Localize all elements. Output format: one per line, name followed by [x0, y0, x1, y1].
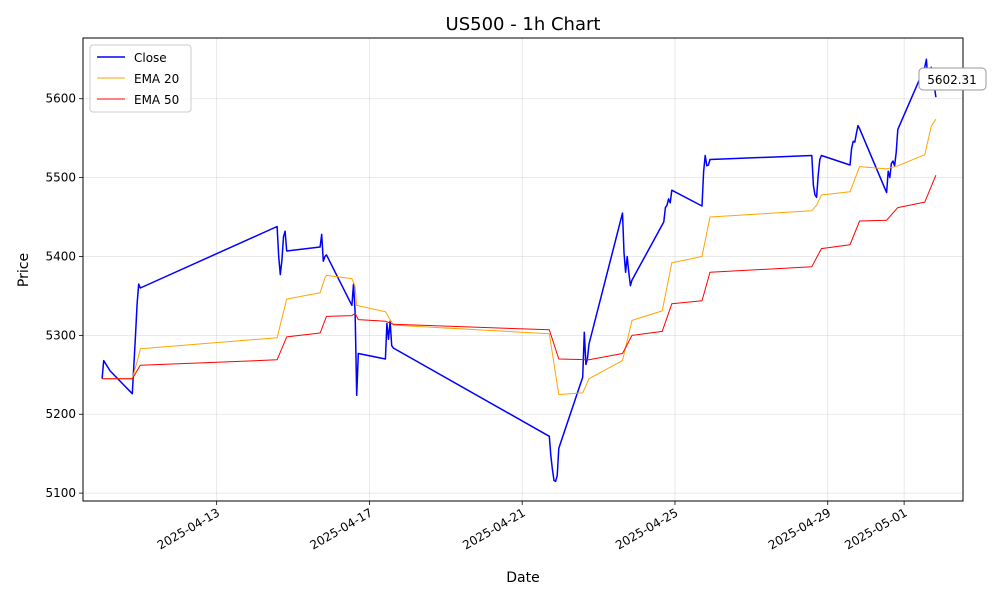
series-line-ema20 — [102, 118, 937, 395]
legend-label-close: Close — [134, 51, 167, 65]
y-tick-label: 5600 — [45, 92, 76, 106]
legend-box — [89, 44, 192, 113]
last-price-box — [918, 67, 987, 91]
y-tick-label: 5300 — [45, 328, 76, 342]
series-line-close — [101, 58, 937, 483]
last-price-label: 5602.31 — [927, 73, 977, 87]
series-line-ema50 — [102, 175, 937, 380]
y-tick-label: 5200 — [45, 407, 76, 421]
chart-title: US500 - 1h Chart — [446, 14, 601, 35]
legend-label-ema50: EMA 50 — [134, 93, 179, 107]
grid — [83, 38, 963, 501]
y-tick-label: 5100 — [45, 486, 76, 500]
last-price-annotation: 5602.31 — [918, 67, 987, 91]
legend-label-ema20: EMA 20 — [134, 72, 179, 86]
y-tick-label: 5400 — [45, 249, 76, 263]
legend: Close EMA 20 EMA 50 — [89, 44, 192, 113]
plot-frame — [82, 37, 964, 502]
y-tick-label: 5500 — [45, 171, 76, 185]
x-axis-title: Date — [506, 570, 539, 586]
series-layer — [101, 58, 937, 483]
y-axis-title: Price — [16, 253, 32, 287]
